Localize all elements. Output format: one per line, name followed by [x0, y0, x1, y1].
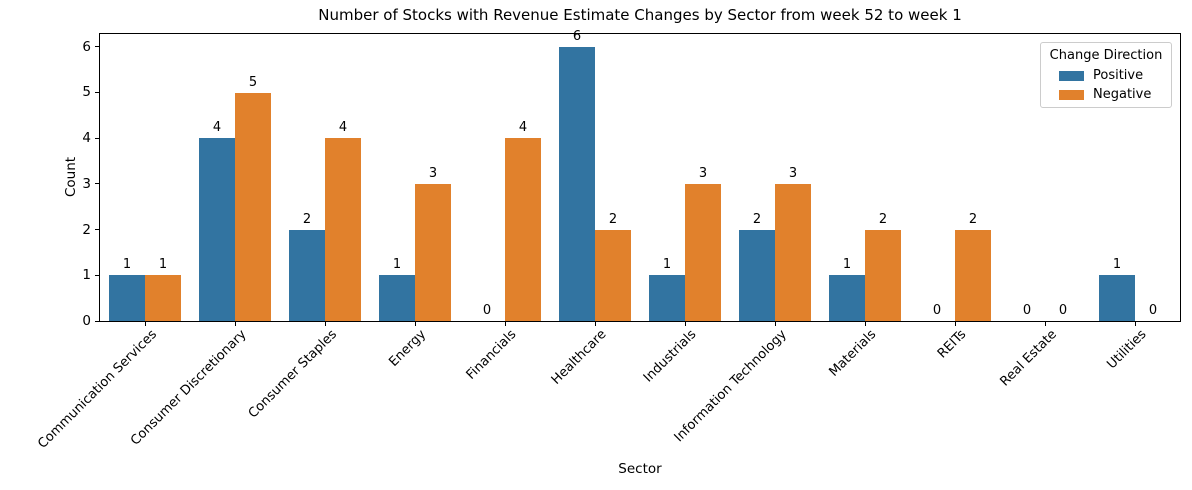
bar-value-label-negative-communication-services: 1: [158, 257, 168, 273]
bar-value-label-positive-communication-services: 1: [122, 257, 132, 273]
bar-value-label-positive-healthcare: 6: [572, 28, 582, 44]
x-tick-mark: [144, 322, 146, 326]
bar-negative-materials: [865, 229, 901, 321]
x-tick-mark: [774, 322, 776, 326]
x-tick-mark: [414, 322, 416, 326]
negative-color-swatch: [1059, 89, 1084, 100]
bar-negative-consumer-staples: [325, 138, 361, 321]
bar-negative-healthcare: [595, 229, 631, 321]
y-tick-mark: [95, 320, 99, 322]
y-tick-mark: [95, 183, 99, 185]
x-tick-label-materials: Materials: [826, 327, 880, 380]
x-tick-label-industrials: Industrials: [641, 327, 700, 386]
x-tick-label-energy: Energy: [386, 327, 430, 370]
x-tick-mark: [864, 322, 866, 326]
bar-value-label-positive-real-estate: 0: [1022, 303, 1032, 318]
bar-value-label-negative-consumer-staples: 4: [338, 120, 348, 136]
legend-entry-negative-label: Negative: [1093, 87, 1152, 102]
y-tick-label-6: 6: [82, 38, 91, 55]
x-tick-mark: [1044, 322, 1046, 326]
bar-negative-industrials: [685, 183, 721, 321]
plot-area: 1 1 4 5 2 4 1 3 0 4 6 2 1 3 2 3 1 2 0 2 0 0 1 0: [99, 28, 1181, 322]
bar-value-label-positive-financials: 0: [482, 303, 492, 318]
bar-positive-information-technology: [739, 229, 775, 321]
bar-value-label-negative-reits: 2: [968, 211, 978, 227]
y-tick-mark: [95, 137, 99, 139]
bar-value-label-positive-consumer-staples: 2: [302, 211, 312, 227]
x-tick-label-real-estate: Real Estate: [997, 327, 1060, 390]
bar-positive-consumer-staples: [289, 229, 325, 321]
y-tick-label-3: 3: [82, 175, 91, 192]
bar-negative-financials: [505, 138, 541, 321]
bar-negative-communication-services: [145, 275, 181, 321]
bar-negative-energy: [415, 183, 451, 321]
legend: Change Direction Positive Negative: [1040, 42, 1172, 108]
bar-positive-utilities: [1099, 275, 1135, 321]
bar-negative-reits: [955, 229, 991, 321]
y-tick-mark: [95, 46, 99, 48]
bar-negative-information-technology: [775, 183, 811, 321]
y-tick-label-5: 5: [82, 84, 91, 101]
legend-entry-negative: Negative: [1048, 87, 1164, 102]
x-tick-label-utilities: Utilities: [1104, 327, 1150, 373]
bar-positive-materials: [829, 275, 865, 321]
x-tick-label-financials: Financials: [463, 327, 520, 383]
y-tick-mark: [95, 229, 99, 231]
x-tick-mark: [594, 322, 596, 326]
x-axis-label: Sector: [618, 461, 662, 477]
bar-value-label-negative-utilities: 0: [1148, 303, 1158, 318]
positive-color-swatch: [1059, 70, 1084, 81]
bar-value-label-negative-energy: 3: [428, 165, 438, 181]
y-tick-label-1: 1: [82, 267, 91, 284]
bar-value-label-positive-utilities: 1: [1112, 257, 1122, 273]
bar-positive-healthcare: [559, 46, 595, 321]
bar-value-label-positive-reits: 0: [932, 303, 942, 318]
bar-value-label-negative-industrials: 3: [698, 165, 708, 181]
bar-negative-consumer-discretionary: [235, 92, 271, 321]
chart-title: Number of Stocks with Revenue Estimate C…: [318, 6, 962, 24]
bar-value-label-positive-consumer-discretionary: 4: [212, 120, 222, 136]
x-tick-label-reits: REITs: [935, 327, 970, 362]
bar-value-label-positive-information-technology: 2: [752, 211, 762, 227]
bar-value-label-negative-materials: 2: [878, 211, 888, 227]
y-tick-label-2: 2: [82, 221, 91, 238]
x-tick-mark: [504, 322, 506, 326]
x-tick-mark: [324, 322, 326, 326]
y-tick-mark: [95, 274, 99, 276]
bar-value-label-positive-industrials: 1: [662, 257, 672, 273]
bar-value-label-negative-information-technology: 3: [788, 165, 798, 181]
bar-positive-energy: [379, 275, 415, 321]
x-tick-label-consumer-staples: Consumer Staples: [245, 327, 340, 422]
bar-positive-consumer-discretionary: [199, 138, 235, 321]
y-tick-label-4: 4: [82, 130, 91, 147]
bar-value-label-negative-healthcare: 2: [608, 211, 618, 227]
bar-positive-industrials: [649, 275, 685, 321]
bar-value-label-negative-real-estate: 0: [1058, 303, 1068, 318]
bar-value-label-negative-consumer-discretionary: 5: [248, 74, 258, 90]
x-tick-mark: [954, 322, 956, 326]
bar-value-label-positive-materials: 1: [842, 257, 852, 273]
legend-entry-positive: Positive: [1048, 68, 1164, 83]
x-tick-mark: [684, 322, 686, 326]
x-tick-mark: [234, 322, 236, 326]
y-tick-mark: [95, 91, 99, 93]
bar-value-label-negative-financials: 4: [518, 120, 528, 136]
x-tick-label-healthcare: Healthcare: [548, 327, 610, 388]
bar-value-label-positive-energy: 1: [392, 257, 402, 273]
legend-entry-positive-label: Positive: [1093, 68, 1144, 83]
x-tick-mark: [1134, 322, 1136, 326]
legend-title: Change Direction: [1049, 48, 1163, 63]
bar-positive-communication-services: [109, 275, 145, 321]
y-tick-label-0: 0: [82, 313, 91, 329]
